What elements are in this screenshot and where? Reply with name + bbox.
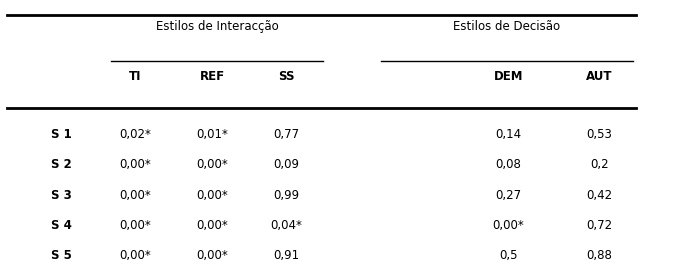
Text: 0,09: 0,09 [273, 158, 300, 171]
Text: 0,00*: 0,00* [196, 158, 228, 171]
Text: Estilos de Decisão: Estilos de Decisão [453, 20, 561, 33]
Text: 0,88: 0,88 [587, 249, 612, 262]
Text: 0,42: 0,42 [586, 189, 612, 202]
Text: 0,77: 0,77 [273, 128, 300, 141]
Text: 0,00*: 0,00* [493, 219, 524, 232]
Text: 0,04*: 0,04* [271, 219, 302, 232]
Text: S 1: S 1 [51, 128, 71, 141]
Text: AUT: AUT [586, 70, 613, 83]
Text: 0,08: 0,08 [495, 158, 521, 171]
Text: S 4: S 4 [51, 219, 71, 232]
Text: 0,14: 0,14 [495, 128, 521, 141]
Text: S 3: S 3 [51, 189, 71, 202]
Text: 0,5: 0,5 [499, 249, 518, 262]
Text: 0,2: 0,2 [590, 158, 609, 171]
Text: REF: REF [200, 70, 225, 83]
Text: 0,02*: 0,02* [119, 128, 150, 141]
Text: 0,91: 0,91 [273, 249, 300, 262]
Text: 0,01*: 0,01* [196, 128, 228, 141]
Text: 0,72: 0,72 [586, 219, 612, 232]
Text: 0,27: 0,27 [495, 189, 521, 202]
Text: 0,00*: 0,00* [196, 249, 228, 262]
Text: DEM: DEM [494, 70, 523, 83]
Text: 0,00*: 0,00* [196, 219, 228, 232]
Text: 0,99: 0,99 [273, 189, 300, 202]
Text: TI: TI [128, 70, 141, 83]
Text: 0,00*: 0,00* [119, 219, 150, 232]
Text: 0,00*: 0,00* [119, 158, 150, 171]
Text: SS: SS [278, 70, 295, 83]
Text: S 5: S 5 [51, 249, 71, 262]
Text: 0,00*: 0,00* [119, 189, 150, 202]
Text: 0,53: 0,53 [587, 128, 612, 141]
Text: 0,00*: 0,00* [119, 249, 150, 262]
Text: S 2: S 2 [51, 158, 71, 171]
Text: 0,00*: 0,00* [196, 189, 228, 202]
Text: Estilos de Interacção: Estilos de Interacção [156, 20, 279, 33]
